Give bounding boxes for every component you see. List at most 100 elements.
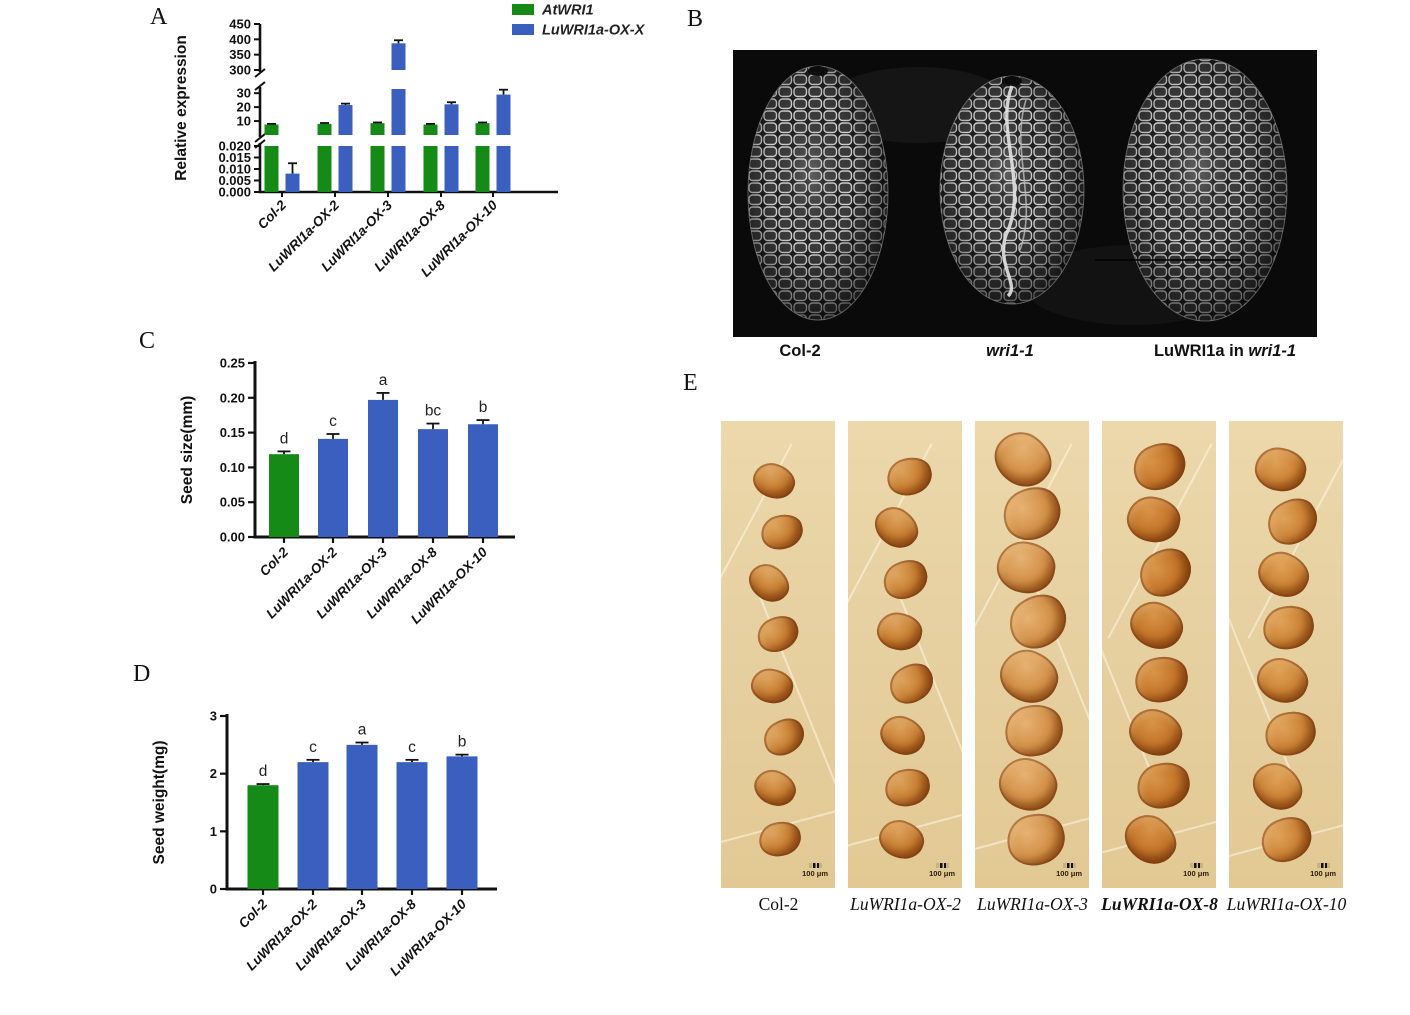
seed	[1251, 443, 1309, 495]
y-tick-label: 350	[229, 47, 251, 62]
y-tick-label: 300	[229, 63, 251, 78]
seed	[1122, 492, 1184, 547]
sem-seed-wri1-1	[939, 75, 1085, 305]
panel-e-labels: Col-2 LuWRI1a-OX-2 LuWRI1a-OX-3 LuWRI1a-…	[721, 894, 1381, 918]
scale-bar: 100 μm	[1056, 863, 1082, 878]
sem-label-col2: Col-2	[779, 342, 821, 360]
y-axis-title: Seed size(mm)	[179, 396, 196, 505]
bar-AtWRI1-LuWRI1a-OX-2	[317, 123, 332, 135]
sem-seed-col2	[747, 65, 889, 321]
y-tick-label: 30	[237, 86, 251, 101]
scale-bar: 100 μm	[1310, 863, 1336, 878]
strip-label-col2: Col-2	[758, 894, 799, 914]
y-tick-label: 0.005	[218, 173, 251, 188]
sem-seed-image	[733, 50, 1317, 337]
y-tick-label: 0.25	[220, 356, 245, 371]
panel-letter-d: D	[133, 661, 151, 687]
seed	[993, 537, 1059, 598]
seed	[757, 711, 811, 763]
seed	[992, 750, 1064, 819]
panel-b-labels: Col-2 wri1-1 LuWRI1a in wri1-1	[733, 342, 1317, 364]
strip-label-ox8: LuWRI1a-OX-8	[1101, 894, 1218, 914]
seed	[999, 584, 1077, 659]
seed-strip-Col-2: 100 μm	[721, 421, 835, 888]
seed	[1122, 594, 1190, 658]
scale-bar: 100 μm	[1183, 863, 1209, 878]
y-axis-title: Seed weight(mg)	[151, 740, 168, 864]
y-tick-label: 0.010	[218, 162, 251, 177]
sem-label-wri1-1: wri1-1	[986, 342, 1034, 360]
significance-letter: bc	[425, 403, 442, 420]
seed	[1131, 757, 1195, 815]
bar-LuWRI1a-OX-8	[396, 762, 428, 889]
significance-letter: c	[408, 739, 416, 756]
bar-LuWRI1a-OX-8	[418, 429, 448, 537]
seed	[994, 477, 1070, 549]
y-tick-label: 1	[210, 824, 217, 839]
seed	[1243, 753, 1311, 819]
bar-AtWRI1-LuWRI1a-OX-10	[475, 123, 490, 135]
seed-strip-LuWRI1a-OX-2: 100 μm	[848, 421, 962, 888]
seed	[757, 510, 807, 554]
scale-bar: 100 μm	[802, 863, 828, 878]
bar-AtWRI1-LuWRI1a-OX-2	[317, 146, 332, 192]
significance-letter: b	[458, 734, 467, 751]
y-tick-label: 450	[229, 17, 251, 32]
seed	[1258, 601, 1318, 654]
significance-letter: a	[379, 372, 388, 389]
significance-letter: d	[280, 430, 289, 447]
strip-label-ox3: LuWRI1a-OX-3	[977, 894, 1088, 914]
y-tick-label: 0.05	[220, 495, 245, 510]
strip-label-ox10: LuWRI1a-OX-10	[1226, 894, 1347, 914]
scale-bar-label: 100 μm	[802, 869, 828, 878]
y-tick-label: 400	[229, 32, 251, 47]
seed-strip-LuWRI1a-OX-10: 100 μm	[1229, 421, 1343, 888]
sem-label-luwri1a-in-wri1-1: LuWRI1a in wri1-1	[1153, 342, 1297, 360]
seed	[873, 609, 925, 654]
seed	[1258, 490, 1326, 554]
bar-AtWRI1-Col-2	[264, 146, 279, 192]
seed	[748, 763, 802, 812]
bar-Col-2	[247, 785, 279, 889]
chart-seed-size: 0.000.050.100.150.200.25Col-2dLuWRI1a-OX…	[179, 356, 515, 627]
sem-seed-luwri1a	[1122, 58, 1288, 322]
bar-LuWRI1a-OX-X-LuWRI1a-OX-10	[496, 94, 511, 135]
panel-letter-e: E	[683, 370, 698, 396]
axis-break-mark	[254, 81, 266, 91]
bar-AtWRI1-LuWRI1a-OX-8	[423, 146, 438, 192]
y-axis-title: Relative expression	[173, 35, 190, 181]
bar-LuWRI1a-OX-10	[468, 424, 498, 537]
bar-LuWRI1a-OX-10	[446, 756, 478, 889]
bar-LuWRI1a-OX-2	[297, 762, 329, 889]
y-tick-label: 0	[210, 882, 217, 897]
seed	[1000, 699, 1068, 762]
seed	[873, 709, 931, 762]
panel-letter-b: B	[687, 6, 704, 32]
bar-LuWRI1a-OX-X-LuWRI1a-OX-2	[338, 105, 353, 135]
scale-bar-ticks	[1062, 863, 1076, 868]
seed	[1130, 539, 1200, 606]
scale-bar-label: 100 μm	[1056, 869, 1082, 878]
axis-break-mark	[254, 68, 266, 78]
panel-letter-a: A	[150, 4, 168, 30]
x-category-label: Col-2	[255, 197, 290, 232]
y-tick-label: 2	[210, 766, 217, 781]
bar-LuWRI1a-OX-2	[318, 438, 348, 537]
seed-strip-LuWRI1a-OX-3: 100 μm	[975, 421, 1089, 888]
seed	[881, 764, 933, 810]
bar-LuWRI1a-OX-3	[346, 744, 378, 889]
bar-LuWRI1a-OX-X-LuWRI1a-OX-8	[444, 104, 459, 135]
x-category-label: Col-2	[257, 544, 292, 579]
scale-bar-label: 100 μm	[1310, 869, 1336, 878]
bar-AtWRI1-LuWRI1a-OX-10	[475, 146, 490, 192]
scale-bar-ticks	[935, 863, 949, 868]
bar-AtWRI1-LuWRI1a-OX-8	[423, 124, 438, 135]
bar-LuWRI1a-OX-X-LuWRI1a-OX-3	[391, 43, 406, 70]
seed	[873, 813, 929, 865]
legend-label: AtWRI1	[541, 3, 594, 19]
seed	[1130, 651, 1192, 707]
bar-AtWRI1-LuWRI1a-OX-3	[370, 146, 385, 192]
seed	[992, 641, 1066, 712]
bar-LuWRI1a-OX-3	[368, 399, 398, 537]
bar-LuWRI1a-OX-X-LuWRI1a-OX-8	[444, 146, 459, 192]
